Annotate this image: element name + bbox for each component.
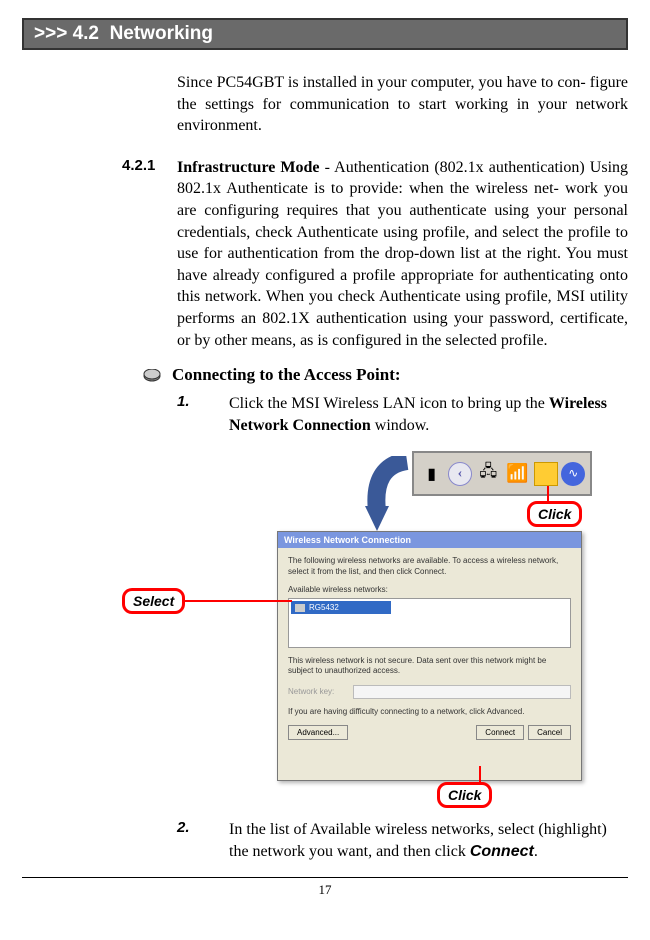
curved-arrow-icon: [362, 456, 422, 536]
connect-button[interactable]: Connect: [476, 725, 524, 740]
figure: ▮ ‹ 🖧 📶 ∿ Wireless Network Connection Th…: [122, 446, 628, 811]
tray-wireless-icon[interactable]: 📶: [505, 461, 531, 487]
key-label: Network key:: [288, 687, 353, 696]
connect-title: Connecting to the Access Point:: [172, 365, 401, 385]
dialog-footer: Advanced... Connect Cancel: [288, 725, 571, 740]
advanced-button[interactable]: Advanced...: [288, 725, 348, 740]
step-body: In the list of Available wireless networ…: [229, 819, 628, 862]
section-number: 4.2: [73, 23, 99, 44]
callout-click-bottom: Click: [437, 782, 492, 808]
step-text-pre: In the list of Available wireless networ…: [229, 821, 607, 860]
subsection-heading-suffix: - Authentication (802.1x authentication): [320, 159, 585, 176]
callout-select: Select: [122, 588, 185, 614]
callout-click-top: Click: [527, 501, 582, 527]
step-2: 2. In the list of Available wireless net…: [177, 819, 628, 862]
dialog-intro: The following wireless networks are avai…: [288, 556, 571, 577]
subsection-text: Using 802.1x Authenticate is to provide:…: [177, 159, 628, 349]
subsection: 4.2.1 Infrastructure Mode - Authenticati…: [122, 157, 628, 351]
wireless-dialog: Wireless Network Connection The followin…: [277, 531, 582, 781]
available-label: Available wireless networks:: [288, 585, 571, 594]
cancel-button[interactable]: Cancel: [528, 725, 571, 740]
tray-sync-icon[interactable]: ∿: [561, 462, 585, 486]
bullet-icon: [142, 369, 162, 383]
callout-line: [182, 600, 292, 602]
system-tray: ▮ ‹ 🖧 📶 ∿: [412, 451, 592, 496]
subsection-heading: Infrastructure Mode: [177, 159, 320, 176]
intro-paragraph: Since PC54GBT is installed in your compu…: [177, 72, 628, 137]
page-number: 17: [22, 882, 628, 898]
step-1: 1. Click the MSI Wireless LAN icon to br…: [177, 393, 628, 436]
tray-divider-icon: ▮: [419, 461, 445, 487]
dialog-difficulty: If you are having difficulty connecting …: [288, 707, 571, 717]
network-name: RG5432: [309, 603, 339, 612]
step-text-post: window.: [371, 417, 430, 434]
step-text-post: .: [534, 843, 538, 860]
network-signal-icon: [295, 604, 305, 612]
tray-network-icon[interactable]: 🖧: [475, 461, 501, 487]
subsection-body: Infrastructure Mode - Authentication (80…: [177, 157, 628, 351]
step-number: 2.: [177, 819, 229, 862]
step-text-bold: Connect: [470, 843, 534, 860]
section-header: >>> 4.2 Networking: [22, 18, 628, 50]
tray-back-icon[interactable]: ‹: [448, 462, 472, 486]
section-title: Networking: [110, 23, 213, 44]
tray-shield-icon[interactable]: [534, 462, 558, 486]
step-number: 1.: [177, 393, 229, 436]
footer-rule: [22, 877, 628, 878]
key-input[interactable]: [353, 685, 571, 699]
dialog-warning: This wireless network is not secure. Dat…: [288, 656, 571, 677]
network-list[interactable]: RG5432: [288, 598, 571, 648]
section-prefix: >>>: [34, 23, 67, 44]
dialog-title: Wireless Network Connection: [278, 532, 581, 548]
key-row: Network key:: [288, 685, 571, 699]
step-body: Click the MSI Wireless LAN icon to bring…: [229, 393, 628, 436]
connect-header: Connecting to the Access Point:: [142, 365, 628, 385]
step-text-pre: Click the MSI Wireless LAN icon to bring…: [229, 395, 549, 412]
dialog-body: The following wireless networks are avai…: [278, 548, 581, 748]
network-item[interactable]: RG5432: [291, 601, 391, 614]
subsection-number: 4.2.1: [122, 157, 177, 351]
